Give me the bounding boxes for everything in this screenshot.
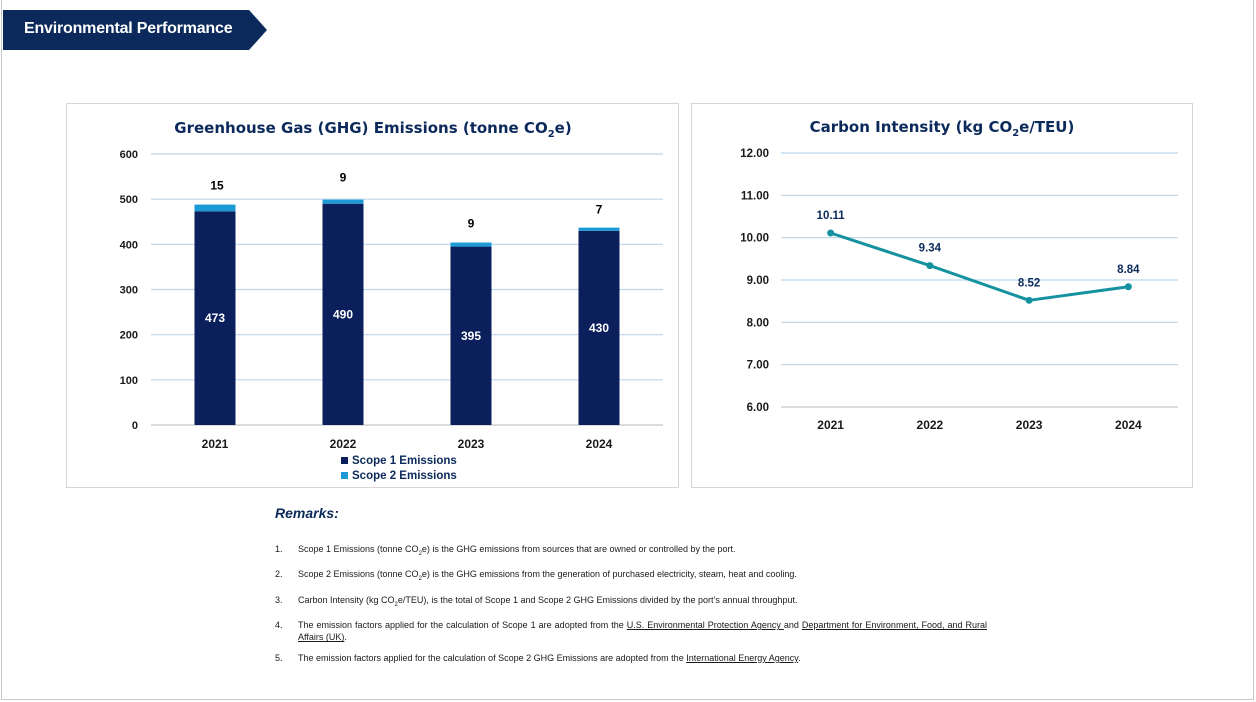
x-tick-label: 2022 xyxy=(917,418,944,432)
y-tick-label: 100 xyxy=(120,375,138,387)
remark-number: 4. xyxy=(275,619,283,630)
scope2-bar xyxy=(578,227,620,231)
x-tick-label: 2022 xyxy=(330,437,357,451)
remark-number: 5. xyxy=(275,652,283,663)
scope2-value-label: 9 xyxy=(468,217,475,231)
remark-link[interactable]: U.S. Environmental Protection Agency xyxy=(626,619,784,630)
remark-item: 2. Scope 2 Emissions (tonne CO2e) is the … xyxy=(275,568,987,585)
remark-text-part: e) is the GHG emissions from the generat… xyxy=(421,569,797,580)
x-tick-label: 2023 xyxy=(458,437,485,451)
remark-text: Scope 1 Emissions (tonne CO2e) is the GH… xyxy=(298,543,987,560)
y-tick-label: 10.00 xyxy=(740,233,769,245)
remark-text-part: The emission factors applied for the cal… xyxy=(298,652,687,663)
scope1-value-label: 430 xyxy=(589,321,609,335)
y-tick-label: 6.00 xyxy=(747,402,769,414)
banner-arrow-shape xyxy=(3,10,267,50)
legend-swatch xyxy=(341,472,348,479)
scope1-value-label: 490 xyxy=(333,307,353,321)
carbon-intensity-value-label: 8.52 xyxy=(1018,277,1040,289)
scope2-bar xyxy=(450,242,492,247)
ghg-emissions-chart-panel: Greenhouse Gas (GHG) Emissions (tonne CO… xyxy=(66,103,679,488)
remarks-title: Remarks: xyxy=(275,505,339,521)
remark-link[interactable]: International Energy Agency xyxy=(686,652,799,663)
subscript: 2 xyxy=(418,550,422,557)
remark-text-part: and xyxy=(783,619,802,630)
remark-number: 3. xyxy=(275,594,283,605)
scope2-bar xyxy=(322,199,364,204)
carbon-intensity-chart-panel: Carbon Intensity (kg CO2e/TEU) 6.00 7.00 8.… xyxy=(691,103,1193,488)
y-tick-label: 8.00 xyxy=(747,317,769,329)
subscript: 2 xyxy=(394,601,398,608)
remark-text: Scope 2 Emissions (tonne CO2e) is the GH… xyxy=(298,568,987,585)
remark-item: 3. Carbon Intensity (kg CO2e/TEU), is the… xyxy=(275,594,987,611)
y-tick-label: 0 xyxy=(132,420,138,432)
y-tick-label: 7.00 xyxy=(747,360,769,372)
scope1-bar xyxy=(194,211,236,425)
remarks-section: Remarks: 1. Scope 1 Emissions (tonne CO2e… xyxy=(275,505,987,672)
y-tick-label: 12.00 xyxy=(740,148,769,160)
carbon-intensity-chart-title: Carbon Intensity (kg CO2e/TEU) xyxy=(810,118,1075,139)
remark-text-part: Scope 2 Emissions (tonne CO xyxy=(298,569,419,580)
remark-item: 1. Scope 1 Emissions (tonne CO2e) is the … xyxy=(275,543,987,560)
y-tick-label: 11.00 xyxy=(741,190,769,202)
remark-item: 4. The emission factors applied for the c… xyxy=(275,619,987,644)
carbon-intensity-value-label: 10.11 xyxy=(817,210,846,222)
carbon-intensity-line xyxy=(830,231,1129,302)
scope1-bar xyxy=(578,230,620,425)
remark-item: 5. The emission factors applied for the c… xyxy=(275,652,987,665)
y-tick-label: 9.00 xyxy=(747,275,769,287)
legend-label: Scope 2 Emissions xyxy=(352,470,457,482)
scope1-value-label: 395 xyxy=(461,329,481,343)
scope2-bar xyxy=(194,204,236,212)
remark-text-part: The emission factors applied for the cal… xyxy=(298,619,627,630)
y-tick-label: 600 xyxy=(120,149,138,161)
carbon-intensity-point xyxy=(827,229,835,237)
ghg-emissions-chart: Greenhouse Gas (GHG) Emissions (tonne CO… xyxy=(120,119,663,482)
page-title: Environmental Performance xyxy=(24,20,233,37)
carbon-intensity-chart: Carbon Intensity (kg CO2e/TEU) 6.00 7.00 8.… xyxy=(740,118,1178,432)
remark-text-part: Scope 1 Emissions (tonne CO xyxy=(298,544,419,554)
remark-text-part: Carbon Intensity (kg CO xyxy=(298,594,395,605)
scope2-value-label: 9 xyxy=(340,171,347,185)
y-tick-label: 300 xyxy=(120,285,138,297)
subscript: 2 xyxy=(418,576,422,583)
y-tick-label: 500 xyxy=(120,194,138,206)
legend-swatch xyxy=(341,457,348,464)
remark-text: Carbon Intensity (kg CO2e/TEU), is the t… xyxy=(298,594,987,611)
ghg-chart-title: Greenhouse Gas (GHG) Emissions (tonne CO… xyxy=(174,119,571,140)
x-tick-label: 2021 xyxy=(817,418,844,432)
remark-number: 1. xyxy=(275,544,283,554)
section-banner: Environmental Performance xyxy=(3,10,267,50)
remarks-list: 1. Scope 1 Emissions (tonne CO2e) is the … xyxy=(275,543,987,664)
legend-label: Scope 1 Emissions xyxy=(352,455,457,467)
y-tick-label: 400 xyxy=(120,239,138,251)
scope2-value-label: 15 xyxy=(210,179,224,193)
remark-text-part: . xyxy=(798,652,801,663)
y-tick-label: 200 xyxy=(120,330,138,342)
carbon-intensity-point xyxy=(1124,283,1132,291)
scope2-value-label: 7 xyxy=(596,203,603,217)
carbon-intensity-point xyxy=(926,262,934,270)
x-tick-label: 2023 xyxy=(1016,418,1043,432)
remark-text-part: e) is the GHG emissions from sources tha… xyxy=(421,544,736,554)
scope1-bar xyxy=(450,246,492,425)
carbon-intensity-value-label: 8.84 xyxy=(1117,264,1140,276)
remark-text: The emission factors applied for the cal… xyxy=(298,619,987,644)
x-tick-label: 2024 xyxy=(1115,418,1142,432)
remark-link[interactable]: Department for Environment, Food, and Ru… xyxy=(298,619,987,643)
remark-text-part: e/TEU), is the total of Scope 1 and Scop… xyxy=(397,594,798,605)
x-tick-label: 2024 xyxy=(586,437,613,451)
x-tick-label: 2021 xyxy=(202,437,229,451)
remark-number: 2. xyxy=(275,569,283,580)
remark-text: The emission factors applied for the cal… xyxy=(298,652,987,665)
carbon-intensity-value-label: 9.34 xyxy=(919,243,942,255)
carbon-intensity-point xyxy=(1025,296,1033,304)
scope1-bar xyxy=(322,203,364,425)
scope1-value-label: 473 xyxy=(205,311,225,325)
remark-text-part: . xyxy=(344,632,347,643)
